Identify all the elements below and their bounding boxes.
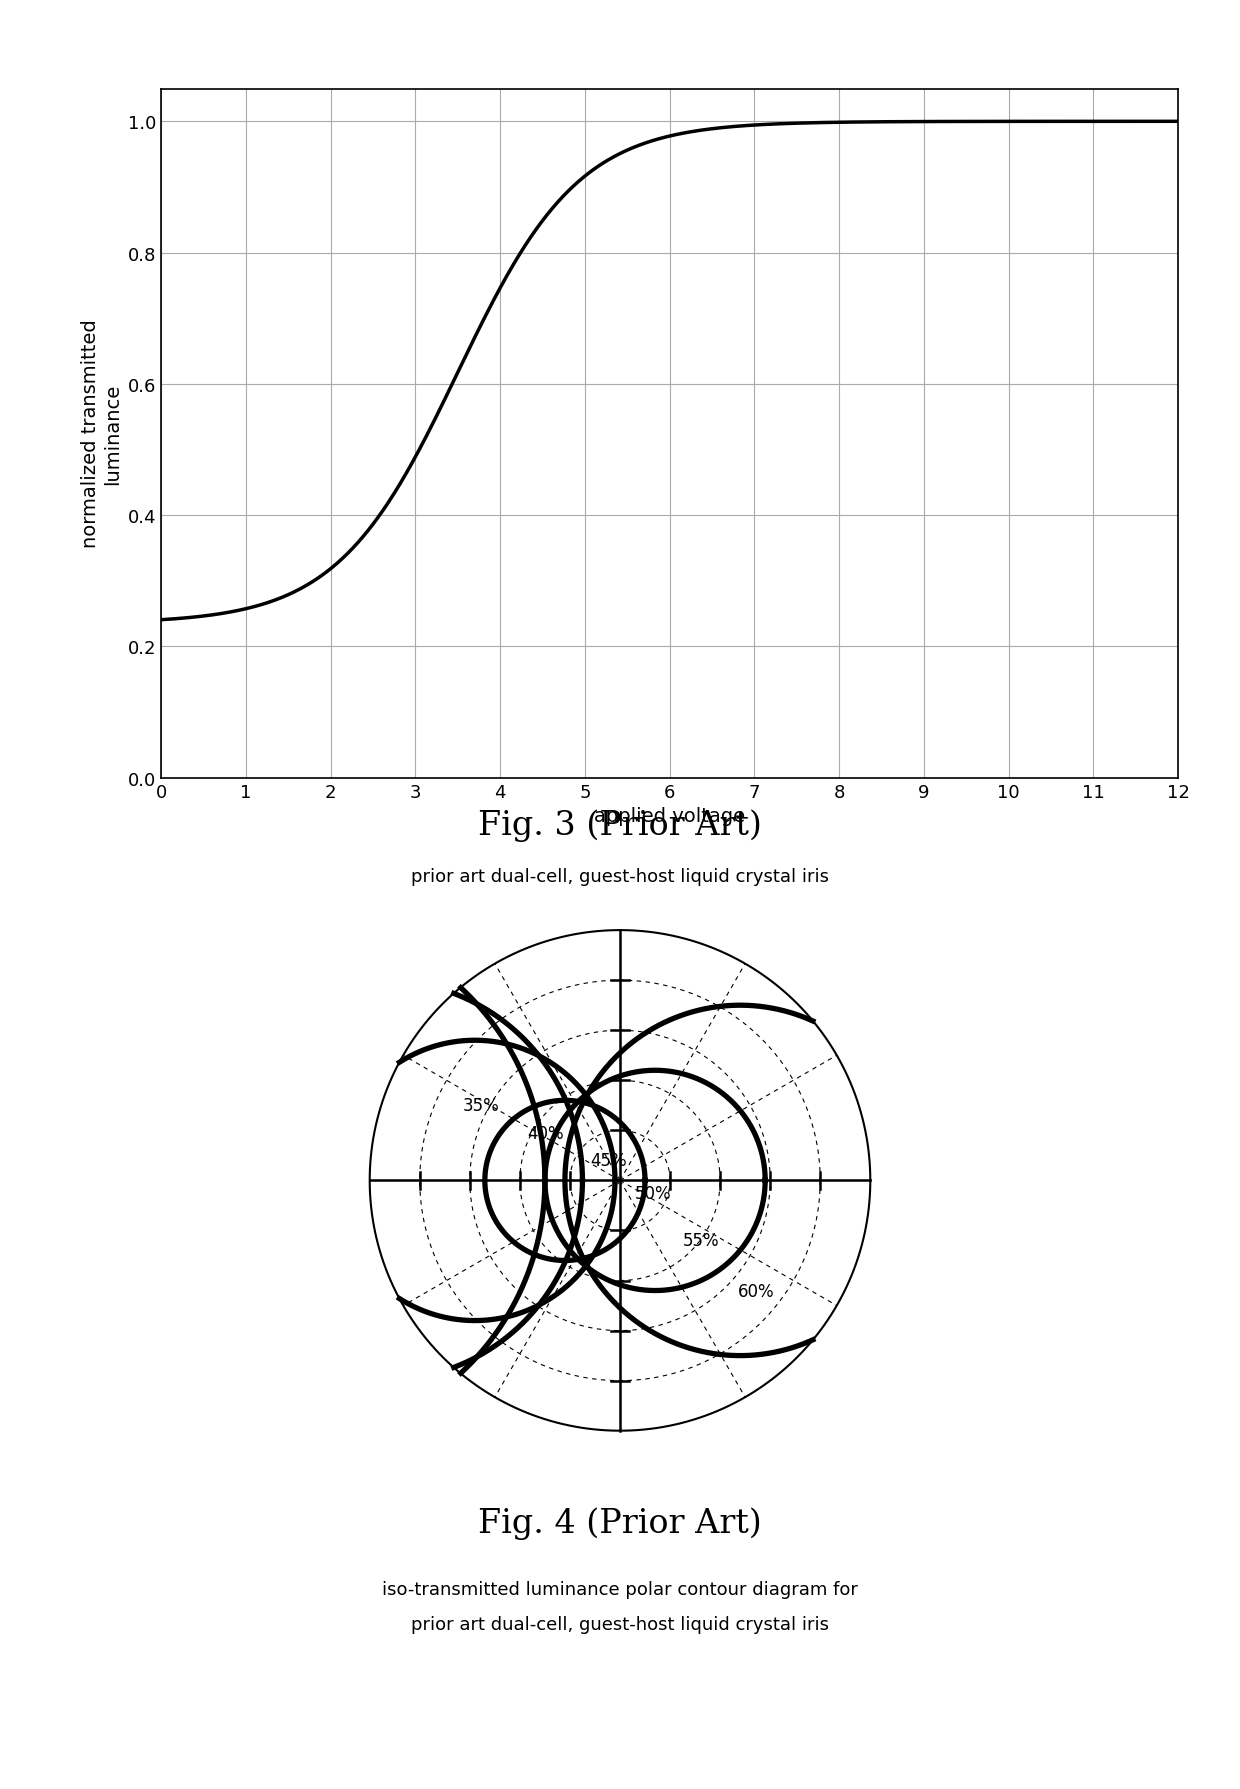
Text: 45%: 45% <box>590 1152 626 1170</box>
Text: 60%: 60% <box>738 1281 774 1301</box>
X-axis label: applied voltage: applied voltage <box>594 807 745 825</box>
Text: iso-transmitted luminance polar contour diagram for: iso-transmitted luminance polar contour … <box>382 1580 858 1598</box>
Y-axis label: normalized transmitted
luminance: normalized transmitted luminance <box>82 320 123 547</box>
Text: 35%: 35% <box>463 1097 498 1115</box>
Text: 50%: 50% <box>635 1184 672 1202</box>
Text: 55%: 55% <box>682 1233 719 1251</box>
Text: Fig. 3 (Prior Art): Fig. 3 (Prior Art) <box>479 809 761 841</box>
Text: 40%: 40% <box>527 1123 564 1141</box>
Text: prior art dual-cell, guest-host liquid crystal iris: prior art dual-cell, guest-host liquid c… <box>410 868 830 886</box>
Text: Fig. 4 (Prior Art): Fig. 4 (Prior Art) <box>479 1506 761 1539</box>
Text: prior art dual-cell, guest-host liquid crystal iris: prior art dual-cell, guest-host liquid c… <box>410 1615 830 1633</box>
